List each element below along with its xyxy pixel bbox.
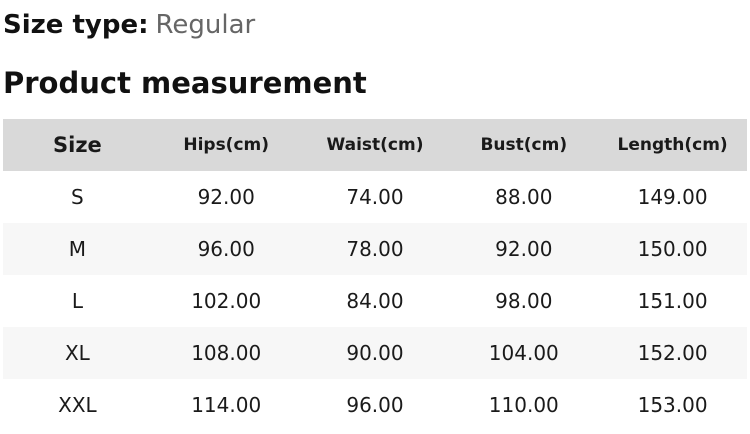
cell-size: L [71, 288, 83, 313]
cell-bust: 98.00 [495, 288, 553, 313]
table-row-l: L 102.00 84.00 98.00 151.00 [3, 274, 747, 327]
product-measurement-title: Product measurement [3, 66, 367, 101]
cell-length: 153.00 [637, 392, 708, 417]
cell-waist: 74.00 [346, 184, 404, 209]
table-row-m: M 96.00 78.00 92.00 150.00 [3, 222, 747, 275]
size-type-heading: Size type: Regular [3, 10, 747, 41]
cell-size: XXL [58, 392, 97, 417]
column-header-bust: Bust(cm) [480, 134, 568, 155]
cell-bust: 110.00 [488, 392, 559, 417]
table-row-xl: XL 108.00 90.00 104.00 152.00 [3, 326, 747, 379]
cell-length: 151.00 [637, 288, 708, 313]
cell-hips: 108.00 [191, 340, 262, 365]
cell-bust: 88.00 [495, 184, 553, 209]
cell-length: 150.00 [637, 236, 708, 261]
cell-length: 149.00 [637, 184, 708, 209]
table-row-s: S 92.00 74.00 88.00 149.00 [3, 170, 747, 223]
size-type-value: Regular [155, 10, 256, 40]
cell-waist: 84.00 [346, 288, 404, 313]
cell-hips: 96.00 [197, 236, 255, 261]
header-row: Size Hips(cm) Waist(cm) Bust(cm) Length(… [3, 118, 747, 171]
cell-length: 152.00 [637, 340, 708, 365]
cell-size: XL [64, 340, 90, 365]
cell-hips: 92.00 [197, 184, 255, 209]
cell-size: M [68, 236, 87, 261]
cell-waist: 90.00 [346, 340, 404, 365]
column-header-size: Size [53, 132, 102, 157]
cell-bust: 104.00 [488, 340, 559, 365]
measurement-table: Size Hips(cm) Waist(cm) Bust(cm) Length(… [3, 118, 747, 431]
column-header-waist: Waist(cm) [326, 134, 424, 155]
cell-size: S [71, 184, 84, 209]
column-header-hips: Hips(cm) [183, 134, 270, 155]
cell-hips: 102.00 [191, 288, 262, 313]
cell-bust: 92.00 [495, 236, 553, 261]
cell-hips: 114.00 [191, 392, 262, 417]
measurement-table-header: Size Hips(cm) Waist(cm) Bust(cm) Length(… [3, 118, 747, 171]
measurement-table-body: S 92.00 74.00 88.00 149.00 M 96.00 78.00… [3, 170, 747, 431]
cell-waist: 96.00 [346, 392, 404, 417]
table-row-xxl: XXL 114.00 96.00 110.00 153.00 [3, 378, 747, 431]
size-type-label: Size type: [3, 10, 149, 40]
cell-waist: 78.00 [346, 236, 404, 261]
column-header-length: Length(cm) [617, 134, 728, 155]
